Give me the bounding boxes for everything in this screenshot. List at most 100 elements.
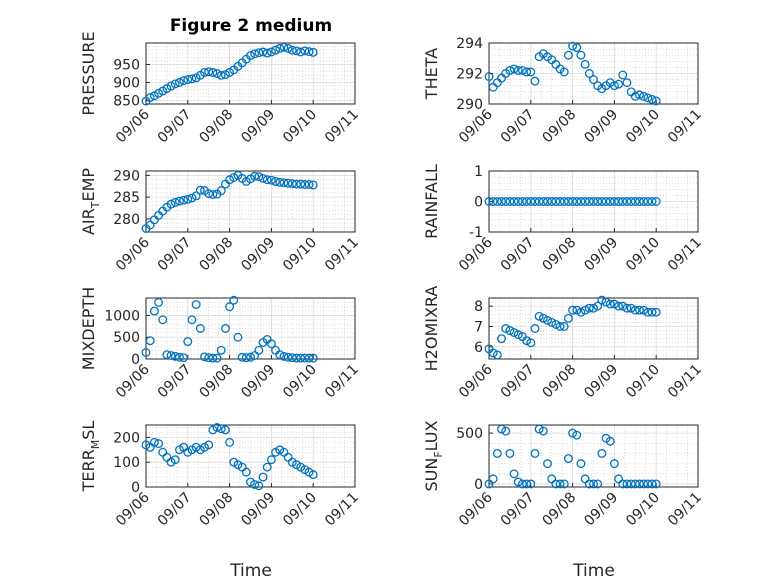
data-point xyxy=(174,352,184,362)
data-point xyxy=(530,76,540,86)
data-point xyxy=(501,324,511,333)
y-tick-label: 1000 xyxy=(104,308,140,324)
x-tick-label: 09/08 xyxy=(540,235,580,275)
data-point xyxy=(488,474,498,484)
data-point xyxy=(304,47,314,57)
data-point xyxy=(241,467,251,477)
data-point xyxy=(522,479,532,489)
data-point xyxy=(262,175,272,185)
data-point xyxy=(509,64,519,74)
data-point xyxy=(266,175,276,185)
x-tick-label: 09/07 xyxy=(498,490,538,530)
data-point xyxy=(183,337,193,347)
data-point xyxy=(572,43,582,53)
data-point xyxy=(141,348,151,357)
data-point xyxy=(308,353,318,363)
data-point xyxy=(170,79,180,89)
data-point xyxy=(271,177,281,186)
x-tick-label: 09/10 xyxy=(623,107,663,147)
data-point xyxy=(568,41,578,51)
y-tick-label: 8 xyxy=(474,299,483,315)
data-point xyxy=(643,307,653,317)
data-point xyxy=(166,81,176,91)
data-point xyxy=(538,313,548,323)
data-point xyxy=(149,437,159,447)
data-point xyxy=(204,189,214,199)
data-point xyxy=(563,454,573,463)
data-point xyxy=(179,353,189,363)
data-point xyxy=(212,353,222,363)
data-point xyxy=(555,479,565,489)
data-point xyxy=(605,299,615,309)
data-point xyxy=(593,197,603,206)
y-axis-label: THETA xyxy=(422,48,441,100)
data-point xyxy=(292,46,301,56)
y-axis-label: AIRTEMP xyxy=(79,168,102,235)
data-point xyxy=(258,47,268,57)
data-point xyxy=(216,424,226,434)
x-tick-label: 09/11 xyxy=(665,490,705,530)
data-point xyxy=(563,313,573,323)
x-tick-label: 09/09 xyxy=(238,107,278,147)
data-point xyxy=(183,75,193,85)
data-point xyxy=(572,430,582,440)
data-point xyxy=(292,179,301,189)
data-point xyxy=(572,197,582,206)
x-axis-label-right: Time xyxy=(572,561,615,581)
data-point xyxy=(283,352,293,362)
data-point xyxy=(643,479,653,489)
data-point xyxy=(530,197,540,206)
data-point xyxy=(622,303,632,313)
data-point xyxy=(522,197,532,206)
data-point xyxy=(275,43,285,53)
x-tick-label: 09/07 xyxy=(498,235,538,275)
y-tick-label: 285 xyxy=(113,190,140,206)
data-point xyxy=(635,90,644,100)
x-tick-label: 09/06 xyxy=(113,234,153,274)
data-point xyxy=(246,352,255,362)
data-point xyxy=(555,197,565,206)
data-point xyxy=(191,300,201,309)
data-point xyxy=(630,91,640,101)
data-point xyxy=(204,353,214,363)
y-tick-label: 0 xyxy=(474,477,483,493)
data-point xyxy=(225,302,235,312)
data-point xyxy=(275,350,285,360)
data-point xyxy=(262,462,272,472)
series-markers xyxy=(141,170,318,233)
data-point xyxy=(618,70,628,80)
data-point xyxy=(220,425,230,435)
data-point xyxy=(212,423,222,432)
x-tick-label: 09/08 xyxy=(540,107,580,147)
axes-box xyxy=(145,170,356,233)
data-point xyxy=(204,67,214,77)
data-point xyxy=(643,93,653,103)
data-point xyxy=(166,351,176,360)
x-tick-label: 09/06 xyxy=(456,489,496,529)
data-point xyxy=(279,178,289,188)
axes-box xyxy=(488,297,699,360)
data-point xyxy=(534,311,544,321)
data-point xyxy=(279,42,289,52)
data-point xyxy=(497,334,506,344)
data-point xyxy=(300,180,310,189)
data-point xyxy=(626,303,636,313)
y-tick-label: 900 xyxy=(113,75,140,91)
data-point xyxy=(170,351,180,361)
y-tick-label: 0 xyxy=(474,195,483,211)
data-point xyxy=(547,317,557,327)
data-point xyxy=(195,185,205,195)
data-point xyxy=(589,197,598,206)
data-point xyxy=(568,305,578,315)
data-point xyxy=(526,67,536,77)
x-tick-label: 09/08 xyxy=(197,107,237,147)
x-tick-label: 09/09 xyxy=(581,362,621,402)
data-point xyxy=(308,180,318,190)
data-point xyxy=(517,65,527,75)
data-point xyxy=(275,177,285,187)
data-point xyxy=(614,301,624,311)
data-point xyxy=(308,47,318,57)
